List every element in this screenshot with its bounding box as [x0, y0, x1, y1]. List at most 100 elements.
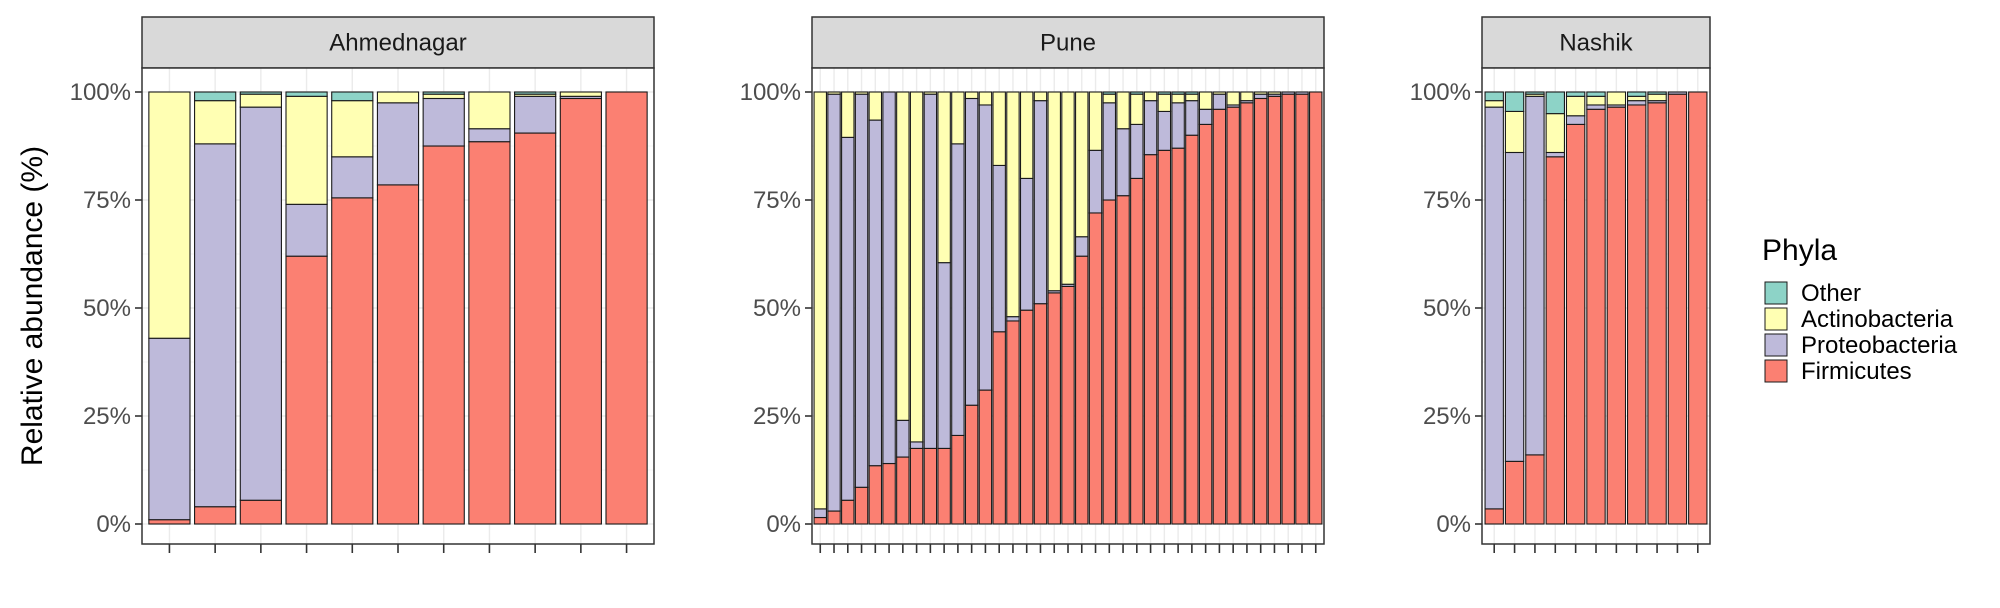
- stacked-bar: [1240, 91, 1254, 525]
- bar-segment-firmicutes: [964, 404, 979, 525]
- stacked-bar: [194, 91, 237, 525]
- bar-segment-firmicutes: [1565, 123, 1586, 525]
- stacked-bar: [978, 91, 993, 525]
- stacked-bar: [854, 91, 869, 525]
- bar-segment-actinobacteria: [559, 91, 602, 97]
- bar-segment-firmicutes: [1075, 255, 1089, 525]
- bar-segment-proteobacteria: [514, 95, 557, 134]
- bar-segment-other: [1185, 91, 1199, 95]
- bar-segment-firmicutes: [1006, 320, 1020, 525]
- bar-segment-actinobacteria: [1061, 91, 1075, 285]
- bar-segment-proteobacteria: [827, 93, 841, 512]
- bar-segment-proteobacteria: [1253, 93, 1268, 100]
- bar-segment-firmicutes: [868, 465, 883, 525]
- bar-segment-other: [1130, 91, 1144, 95]
- legend-title: Phyla: [1762, 234, 1837, 267]
- stacked-bar: [1088, 91, 1103, 525]
- bar-segment-firmicutes: [1484, 508, 1504, 525]
- bar-segment-actinobacteria: [868, 91, 883, 121]
- bar-segment-actinobacteria: [813, 91, 828, 510]
- bar-segment-firmicutes: [1295, 93, 1309, 525]
- bar-segment-other: [514, 91, 557, 95]
- bar-segment-firmicutes: [605, 91, 648, 525]
- legend-entries: OtherActinobacteriaProteobacteriaFirmicu…: [1764, 280, 1958, 385]
- stacked-bar: [1647, 91, 1667, 525]
- bar-segment-proteobacteria: [923, 93, 938, 449]
- bar-segment-proteobacteria: [1102, 102, 1117, 201]
- bar-segment-other: [1484, 91, 1504, 102]
- bar-segment-other: [1102, 91, 1117, 95]
- bar-segment-proteobacteria: [1198, 108, 1213, 125]
- legend-entry: Actinobacteria: [1764, 306, 1954, 333]
- stacked-bar: [1212, 91, 1227, 525]
- bar-segment-actinobacteria: [1143, 91, 1158, 102]
- bar-segment-firmicutes: [1047, 292, 1061, 525]
- bar-segment-firmicutes: [331, 197, 374, 525]
- y-tick-label: 50%: [83, 295, 131, 322]
- legend-entry: Firmicutes: [1764, 358, 1912, 385]
- stacked-bar: [514, 91, 557, 525]
- legend-entry: Proteobacteria: [1764, 332, 1958, 359]
- bar-segment-other: [1586, 91, 1606, 97]
- stacked-bar: [1019, 91, 1034, 525]
- bar-segment-firmicutes: [1606, 106, 1627, 525]
- y-tick-label: 75%: [1423, 187, 1471, 214]
- stacked-bar: [331, 91, 374, 525]
- stacked-bar: [992, 91, 1006, 525]
- bar-segment-proteobacteria: [1130, 123, 1144, 179]
- stacked-bar: [1586, 91, 1606, 525]
- bar-segment-actinobacteria: [1586, 95, 1606, 106]
- bar-segment-proteobacteria: [882, 91, 896, 465]
- stacked-bar: [605, 91, 648, 525]
- facet-strip-label: Pune: [1040, 30, 1096, 57]
- stacked-bar: [1253, 91, 1268, 525]
- y-tick-label: 75%: [753, 187, 801, 214]
- y-tick-label: 50%: [1423, 295, 1471, 322]
- bar-segment-actinobacteria: [1253, 91, 1268, 95]
- stacked-bar: [841, 91, 855, 525]
- bar-segment-actinobacteria: [1504, 110, 1525, 154]
- bar-segment-firmicutes: [1102, 199, 1117, 525]
- stacked-bar: [422, 91, 465, 525]
- bar-segment-proteobacteria: [1143, 100, 1158, 156]
- bar-segment-actinobacteria: [1157, 93, 1172, 112]
- bar-segment-proteobacteria: [1088, 149, 1103, 214]
- bar-segment-proteobacteria: [1525, 95, 1545, 456]
- bar-segment-firmicutes: [239, 499, 282, 525]
- bar-segment-other: [1627, 91, 1647, 97]
- stacked-bar: [1525, 91, 1545, 525]
- stacked-bar: [1047, 91, 1061, 525]
- bar-segment-proteobacteria: [896, 419, 910, 458]
- bar-segment-proteobacteria: [978, 104, 993, 391]
- bar-segment-other: [1504, 91, 1525, 112]
- bar-segment-actinobacteria: [1006, 91, 1020, 318]
- bar-segment-firmicutes: [1171, 147, 1185, 525]
- stacked-bar: [239, 91, 282, 525]
- bar-segment-proteobacteria: [1033, 100, 1048, 305]
- bar-segment-firmicutes: [1130, 177, 1144, 525]
- bar-segment-actinobacteria: [1102, 93, 1117, 104]
- bar-segment-actinobacteria: [896, 91, 910, 421]
- stacked-bar: [1102, 91, 1117, 525]
- y-tick-label: 25%: [753, 403, 801, 430]
- bar-segment-proteobacteria: [1627, 100, 1647, 106]
- bar-segment-firmicutes: [978, 389, 993, 525]
- bar-segment-firmicutes: [1157, 149, 1172, 525]
- panel-border: [141, 67, 655, 545]
- facet-panel: Pune 0% 25% 50% 75% 100%: [740, 16, 1325, 553]
- stacked-bar: [1627, 91, 1647, 525]
- bar-segment-other: [285, 91, 328, 97]
- bar-segment-actinobacteria: [937, 91, 951, 264]
- stacked-bar: [1033, 91, 1048, 525]
- bar-segment-firmicutes: [1267, 95, 1282, 525]
- bar-segment-firmicutes: [1253, 97, 1268, 525]
- facet-strip: [1481, 16, 1711, 69]
- bar-segment-actinobacteria: [1545, 113, 1565, 154]
- stacked-bar: [1308, 91, 1323, 525]
- bar-segment-actinobacteria: [841, 91, 855, 138]
- bar-segment-other: [1171, 91, 1185, 95]
- bar-segment-actinobacteria: [1240, 91, 1254, 102]
- stacked-bar: [1267, 91, 1282, 525]
- bar-segment-proteobacteria: [937, 262, 951, 449]
- bar-segment-firmicutes: [1688, 91, 1708, 525]
